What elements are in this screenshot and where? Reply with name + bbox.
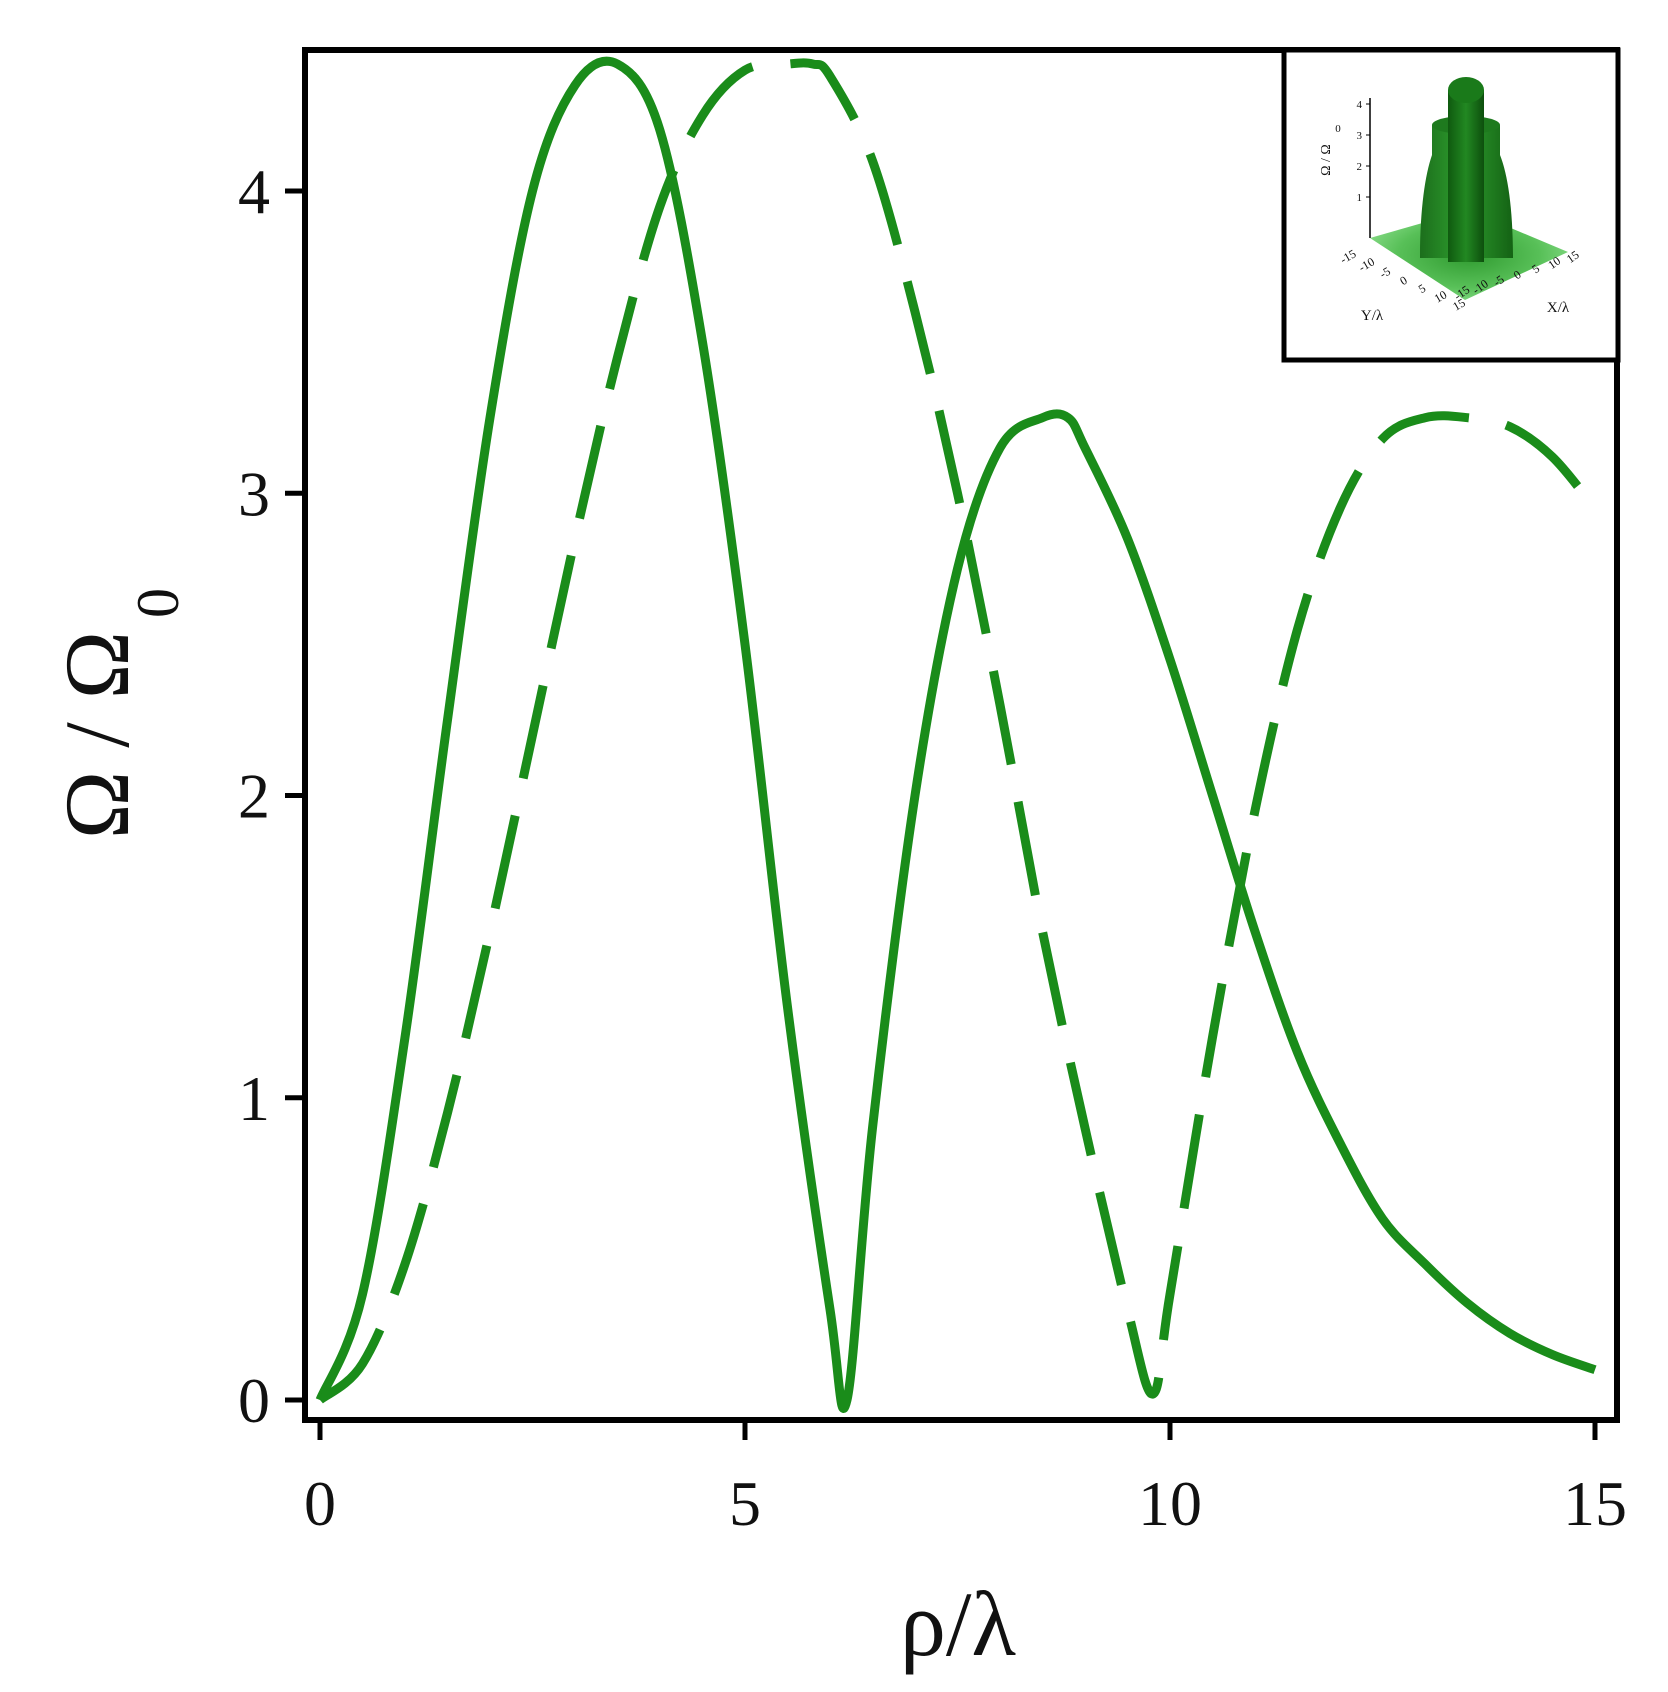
inset-z-tick-label: 2 bbox=[1357, 161, 1363, 173]
inset-z-tick-label: 4 bbox=[1357, 99, 1363, 111]
x-tick-label: 0 bbox=[304, 1468, 336, 1539]
inset-central-core-top bbox=[1448, 77, 1484, 103]
y-axis-label-main: Ω / Ω bbox=[46, 631, 148, 839]
x-tick-label: 10 bbox=[1138, 1468, 1202, 1539]
y-tick-label: 3 bbox=[238, 458, 270, 529]
inset-z-tick-label: 3 bbox=[1357, 130, 1363, 142]
dashed-series-line bbox=[317, 58, 1599, 1404]
y-tick-label: 2 bbox=[238, 761, 270, 832]
y-tick-label: 4 bbox=[238, 156, 270, 227]
inset-y-tick-label: -10 bbox=[1356, 254, 1377, 274]
x-tick-label: 5 bbox=[729, 1468, 761, 1539]
inset-y-label: Y/λ bbox=[1361, 308, 1384, 324]
solid-series-line bbox=[315, 56, 1597, 1413]
inset-central-core bbox=[1448, 90, 1484, 262]
inset-z-label-sub: 0 bbox=[1335, 123, 1341, 135]
inset-y-tick-label: -15 bbox=[1338, 246, 1359, 266]
inset-x-label: X/λ bbox=[1547, 300, 1570, 316]
y-axis-label-sub: 0 bbox=[125, 588, 191, 618]
axis-ticks: 0 5 10 15 0 1 2 3 4 bbox=[238, 156, 1627, 1539]
inset-z-label: Ω / Ω bbox=[1319, 144, 1334, 176]
plot-frame bbox=[302, 47, 1620, 1423]
x-axis-label: ρ/λ bbox=[900, 1573, 1016, 1675]
y-axis-label: Ω / Ω 0 bbox=[46, 588, 191, 839]
y-tick-label: 1 bbox=[238, 1063, 270, 1134]
inset-z-tick-label: 1 bbox=[1357, 192, 1363, 204]
x-tick-label: 15 bbox=[1563, 1468, 1627, 1539]
series-lines bbox=[315, 56, 1599, 1413]
y-tick-label: 0 bbox=[238, 1365, 270, 1436]
